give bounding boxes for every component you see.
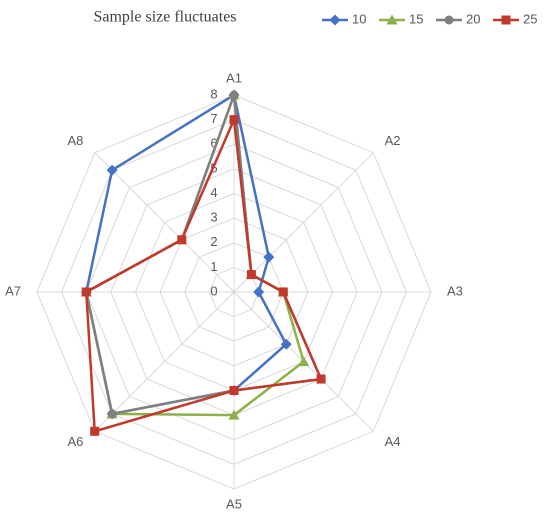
- spoke: [233, 152, 374, 293]
- marker: [280, 338, 292, 350]
- marker: [501, 15, 511, 25]
- marker: [329, 14, 341, 26]
- r-tick-label: 1: [210, 259, 217, 274]
- marker: [177, 235, 187, 245]
- marker: [298, 356, 310, 367]
- axis-label: A3: [447, 283, 463, 298]
- marker: [106, 164, 118, 176]
- axis-label: A1: [226, 70, 242, 85]
- marker: [253, 286, 265, 298]
- axis-label: A2: [385, 133, 401, 148]
- series-line: [84, 94, 323, 416]
- marker: [228, 409, 240, 420]
- marker: [229, 115, 239, 125]
- axis-label: A8: [67, 133, 83, 148]
- marker: [90, 426, 100, 436]
- axis-label: A4: [385, 434, 401, 449]
- axis-label: A5: [226, 496, 242, 511]
- legend-label: 10: [352, 11, 366, 26]
- r-tick-label: 0: [210, 283, 217, 298]
- marker: [229, 90, 239, 100]
- spoke: [94, 291, 235, 432]
- marker: [316, 374, 326, 384]
- r-tick-label: 4: [210, 185, 217, 200]
- marker: [278, 287, 288, 297]
- r-tick-label: 8: [210, 86, 217, 101]
- axis-label: A7: [5, 283, 21, 298]
- chart-title: Sample size fluctuates: [93, 9, 236, 26]
- marker: [444, 15, 454, 25]
- marker: [229, 386, 239, 395]
- marker: [263, 251, 275, 263]
- marker: [81, 287, 91, 297]
- axis-label: A6: [67, 434, 83, 449]
- legend-label: 15: [409, 11, 423, 26]
- r-tick-label: 2: [210, 234, 217, 249]
- r-tick-label: 6: [210, 136, 217, 151]
- r-tick-label: 7: [210, 111, 217, 126]
- marker: [386, 14, 398, 25]
- legend-label: 20: [466, 11, 480, 26]
- marker: [107, 409, 117, 419]
- series-line: [84, 93, 288, 416]
- r-tick-label: 3: [210, 210, 217, 225]
- legend-label: 25: [523, 11, 537, 26]
- marker: [246, 270, 256, 280]
- spoke: [94, 152, 235, 293]
